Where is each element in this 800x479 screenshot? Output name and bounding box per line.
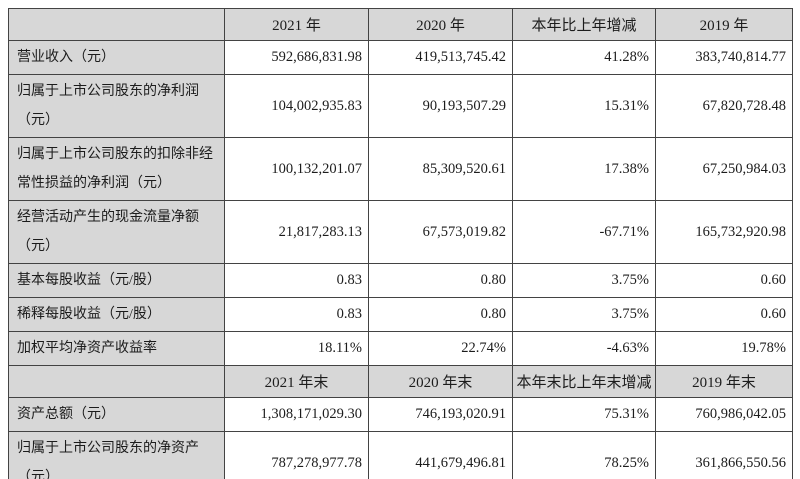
table-row-net-profit: 归属于上市公司股东的净利润 （元） 104,002,935.83 90,193,… — [8, 74, 793, 138]
cell-value: 15.31% — [512, 74, 656, 138]
cell-value: 787,278,977.78 — [224, 431, 369, 479]
col-header-end-change: 本年末比上年末增减 — [512, 365, 656, 398]
cell-value: 67,573,019.82 — [368, 200, 513, 264]
cell-value: 67,820,728.48 — [655, 74, 793, 138]
cell-value: -4.63% — [512, 331, 656, 366]
cell-value: 0.83 — [224, 297, 369, 332]
header-row-annual: 2021 年 2020 年 本年比上年增减 2019 年 — [8, 8, 793, 41]
header-row-period-end: 2021 年末 2020 年末 本年末比上年末增减 2019 年末 — [8, 365, 793, 398]
row-label: 营业收入（元） — [8, 40, 225, 75]
cell-value: 17.38% — [512, 137, 656, 201]
col-header-yoy-change: 本年比上年增减 — [512, 8, 656, 41]
cell-value: 165,732,920.98 — [655, 200, 793, 264]
cell-value: 760,986,042.05 — [655, 397, 793, 432]
cell-value: 41.28% — [512, 40, 656, 75]
cell-value: 75.31% — [512, 397, 656, 432]
row-label: 基本每股收益（元/股） — [8, 263, 225, 298]
cell-value: 100,132,201.07 — [224, 137, 369, 201]
col-header-2021-end: 2021 年末 — [224, 365, 369, 398]
cell-value: -67.71% — [512, 200, 656, 264]
cell-value: 361,866,550.56 — [655, 431, 793, 479]
cell-value: 85,309,520.61 — [368, 137, 513, 201]
cell-value: 67,250,984.03 — [655, 137, 793, 201]
table-row-net-profit-excl-nonrecurring: 归属于上市公司股东的扣除非经 常性损益的净利润（元） 100,132,201.0… — [8, 137, 793, 201]
col-header-2019-end: 2019 年末 — [655, 365, 793, 398]
cell-value: 746,193,020.91 — [368, 397, 513, 432]
financial-summary-table: 2021 年 2020 年 本年比上年增减 2019 年 营业收入（元） 592… — [8, 8, 793, 479]
row-label: 加权平均净资产收益率 — [8, 331, 225, 366]
row-label: 稀释每股收益（元/股） — [8, 297, 225, 332]
row-label: 归属于上市公司股东的净资产 （元） — [8, 431, 225, 479]
col-header-2019: 2019 年 — [655, 8, 793, 41]
cell-value: 3.75% — [512, 297, 656, 332]
cell-value: 0.80 — [368, 263, 513, 298]
col-header-2020-end: 2020 年末 — [368, 365, 513, 398]
table-row-operating-cash-flow: 经营活动产生的现金流量净额 （元） 21,817,283.13 67,573,0… — [8, 200, 793, 264]
cell-value: 0.80 — [368, 297, 513, 332]
cell-value: 22.74% — [368, 331, 513, 366]
cell-value: 419,513,745.42 — [368, 40, 513, 75]
row-label: 归属于上市公司股东的扣除非经 常性损益的净利润（元） — [8, 137, 225, 201]
table-row-weighted-avg-roe: 加权平均净资产收益率 18.11% 22.74% -4.63% 19.78% — [8, 331, 793, 366]
table-row-total-assets: 资产总额（元） 1,308,171,029.30 746,193,020.91 … — [8, 397, 793, 432]
corner-blank-cell — [8, 365, 225, 398]
cell-value: 3.75% — [512, 263, 656, 298]
cell-value: 0.60 — [655, 297, 793, 332]
cell-value: 104,002,935.83 — [224, 74, 369, 138]
row-label: 归属于上市公司股东的净利润 （元） — [8, 74, 225, 138]
cell-value: 383,740,814.77 — [655, 40, 793, 75]
cell-value: 0.60 — [655, 263, 793, 298]
table-row-net-assets: 归属于上市公司股东的净资产 （元） 787,278,977.78 441,679… — [8, 431, 793, 479]
cell-value: 90,193,507.29 — [368, 74, 513, 138]
col-header-2020: 2020 年 — [368, 8, 513, 41]
row-label: 经营活动产生的现金流量净额 （元） — [8, 200, 225, 264]
col-header-2021: 2021 年 — [224, 8, 369, 41]
table-row-basic-eps: 基本每股收益（元/股） 0.83 0.80 3.75% 0.60 — [8, 263, 793, 298]
cell-value: 19.78% — [655, 331, 793, 366]
table-row-diluted-eps: 稀释每股收益（元/股） 0.83 0.80 3.75% 0.60 — [8, 297, 793, 332]
cell-value: 1,308,171,029.30 — [224, 397, 369, 432]
cell-value: 78.25% — [512, 431, 656, 479]
row-label: 资产总额（元） — [8, 397, 225, 432]
table-row-revenue: 营业收入（元） 592,686,831.98 419,513,745.42 41… — [8, 40, 793, 75]
cell-value: 21,817,283.13 — [224, 200, 369, 264]
corner-blank-cell — [8, 8, 225, 41]
cell-value: 18.11% — [224, 331, 369, 366]
cell-value: 441,679,496.81 — [368, 431, 513, 479]
cell-value: 592,686,831.98 — [224, 40, 369, 75]
cell-value: 0.83 — [224, 263, 369, 298]
